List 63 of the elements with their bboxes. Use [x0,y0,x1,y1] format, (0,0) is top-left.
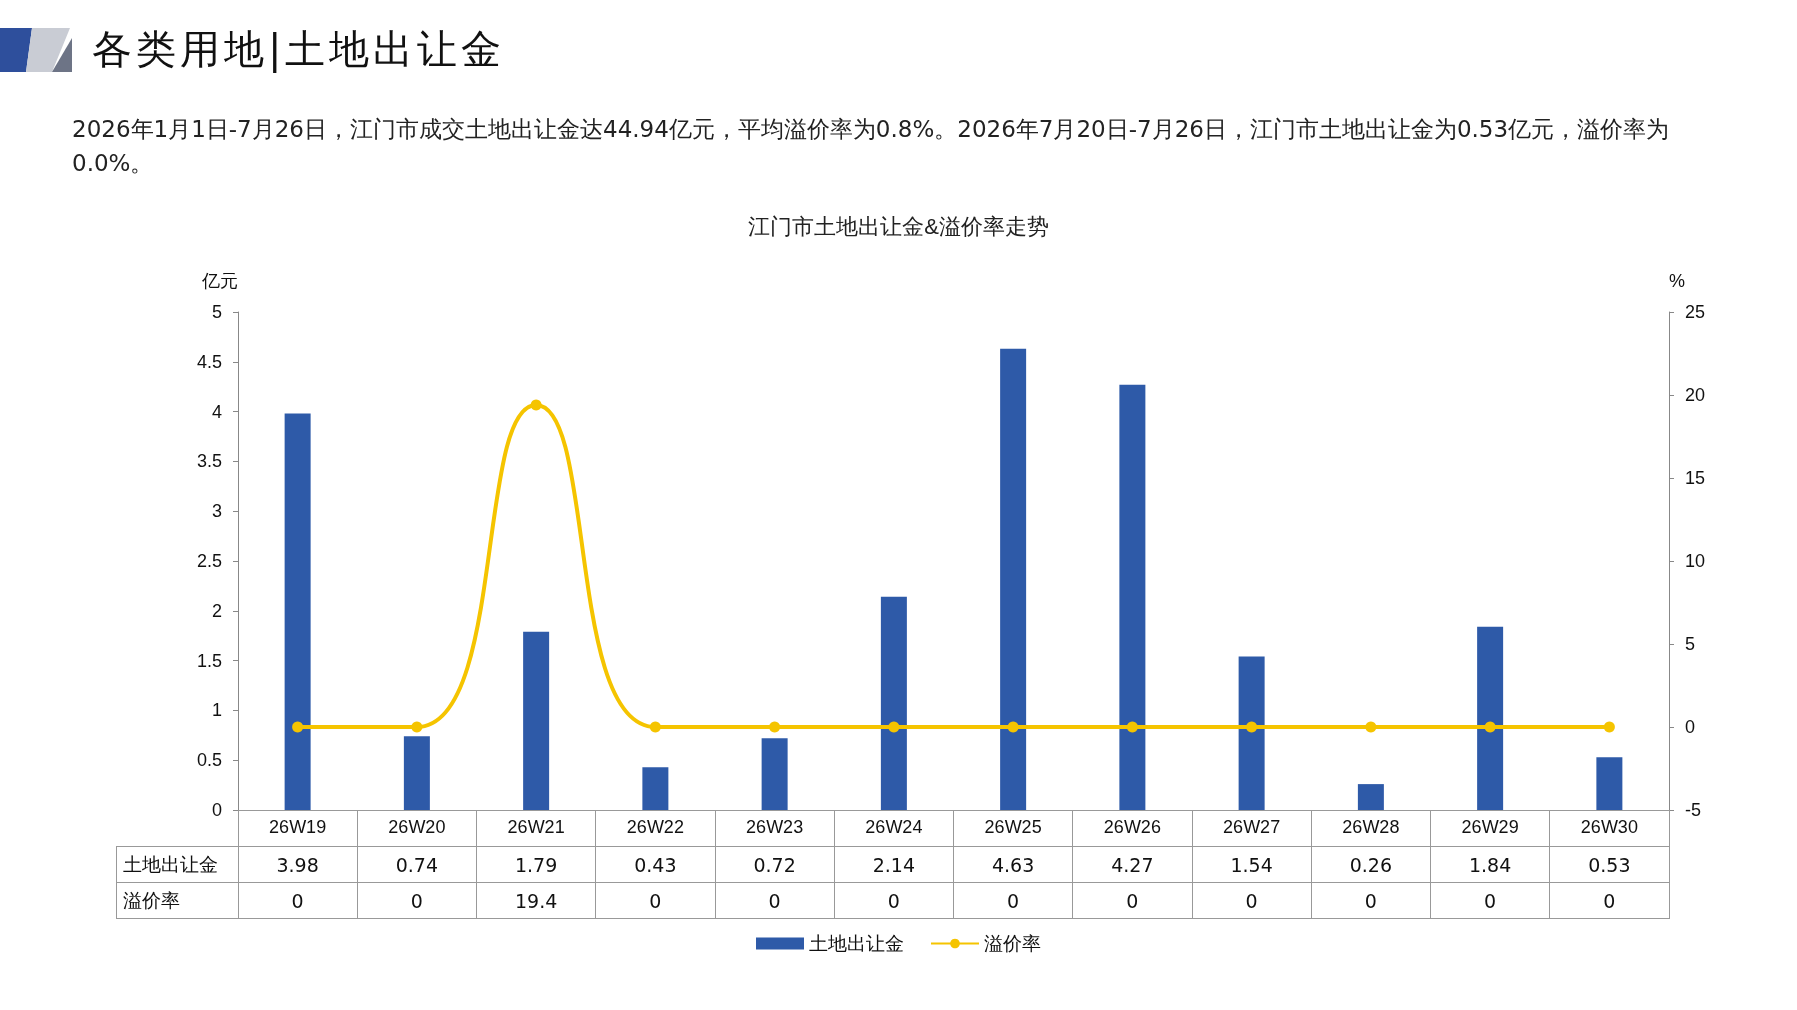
data-label: 0 [1311,882,1431,919]
data-label: 0 [1072,882,1192,919]
data-label: 0 [1430,882,1550,919]
y-tick-label: 2.5 [196,551,222,571]
text: 各类用地|土地出让金 [92,25,506,75]
x-tick-label: 26W25 [984,817,1042,837]
data-label: 0 [238,882,358,919]
data-label: 0 [595,882,715,919]
chart-subtitle: 2026年1月1日-7月26日，江门市成交土地出让金达44.94亿元，平均溢价率为0.8%。2026年7月20日-7月26日，江门市土地出让金为0.53亿元，溢价率为0.0%。 [72,115,1671,178]
y2-tick-label: 0 [1685,717,1696,737]
data-label: 0.72 [715,846,835,883]
x-tick-label: 26W23 [746,817,804,837]
data-label: 2.14 [834,846,954,883]
data-label: 0.43 [595,846,715,883]
y-tick-label: 2 [211,600,222,621]
y-tick-label: 0.5 [196,750,222,771]
y-axis-title: 亿元 [201,271,238,291]
data-label: 0 [1549,882,1669,919]
y2-tick-label: 5 [1685,634,1696,654]
x-tick-label: 26W24 [865,817,923,837]
y2-tick-label: 15 [1685,468,1706,488]
y2-tick-label: 10 [1685,551,1706,571]
data-label: 0 [953,882,1073,919]
data-label: 0 [834,882,954,919]
data-label: 1.54 [1192,846,1312,883]
y2-tick-label: 25 [1685,302,1706,322]
data-label: 3.98 [238,846,358,883]
data-label: 4.63 [953,846,1073,883]
y-tick-label: 3.5 [196,451,222,472]
text: 土地出让金 [123,852,218,875]
x-tick-label: 26W21 [507,817,565,837]
data-label: 4.27 [1072,846,1192,883]
y2-axis-title: % [1669,271,1686,291]
y-tick-label: 5 [211,302,222,322]
y-tick-label: 4.5 [196,351,222,372]
data-label: 1.79 [476,846,596,883]
text: 溢价率 [123,888,180,911]
y-tick-label: 0 [211,800,222,820]
x-tick-label: 26W28 [1342,817,1400,837]
x-tick-label: 26W27 [1223,817,1281,837]
data-label: 0.26 [1311,846,1431,883]
legend-label: 土地出让金 [809,933,904,954]
x-tick-label: 26W26 [1103,817,1161,837]
data-label: 0.53 [1549,846,1669,883]
data-label: 0 [715,882,835,919]
data-label: 0 [357,882,477,919]
x-tick-label: 26W30 [1580,817,1638,837]
data-label: 1.84 [1430,846,1550,883]
legend-label: 溢价率 [984,933,1041,954]
y2-tick-label: -5 [1685,800,1702,820]
y-tick-label: 4 [211,401,222,422]
data-label: 0.74 [357,846,477,883]
data-label: 19.4 [476,882,596,919]
y-tick-label: 3 [211,501,222,522]
x-tick-label: 26W20 [388,817,446,837]
x-tick-label: 26W22 [626,817,684,837]
data-label: 0 [1192,882,1312,919]
y-tick-label: 1 [211,700,222,721]
y-tick-label: 1.5 [196,650,222,671]
x-tick-label: 26W19 [269,817,327,837]
x-tick-label: 26W29 [1461,817,1519,837]
chart-title: 江门市土地出让金&溢价率走势 [748,213,1049,239]
y2-tick-label: 20 [1685,385,1706,405]
